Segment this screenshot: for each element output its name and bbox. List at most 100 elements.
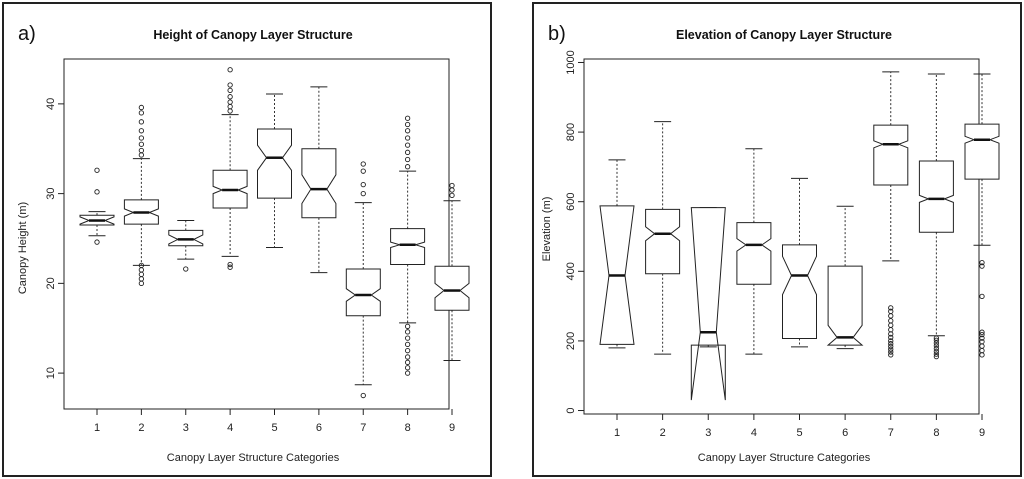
- outlier-point: [933, 343, 940, 349]
- outlier-point: [404, 323, 411, 330]
- outlier-point: [360, 161, 366, 167]
- chart-panel-b: b) Elevation of Canopy Layer Structure C…: [532, 2, 1022, 477]
- box-category-5: [257, 93, 292, 248]
- outlier-point: [404, 135, 411, 141]
- x-tick-label: 6: [842, 427, 848, 439]
- outlier-point: [227, 264, 233, 270]
- box-body: [257, 128, 292, 199]
- box-category-1: [79, 167, 115, 245]
- x-tick-label: 4: [227, 422, 233, 434]
- x-tick-label: 9: [979, 427, 985, 439]
- outlier-point: [138, 147, 145, 154]
- outlier-point: [888, 334, 894, 341]
- x-tick-label: 1: [614, 427, 620, 439]
- outlier-point: [360, 392, 366, 399]
- outlier-point: [933, 345, 940, 352]
- outlier-point: [227, 94, 233, 100]
- x-tick-label: 3: [705, 427, 711, 439]
- outlier-point: [404, 348, 411, 354]
- box-body: [345, 268, 381, 317]
- y-tick-label: 1000: [565, 50, 577, 74]
- x-tick-label: 8: [933, 427, 939, 439]
- x-tick-label: 4: [751, 427, 757, 439]
- panel-label: b): [548, 23, 566, 45]
- y-axis-label: Elevation (m): [541, 197, 553, 262]
- outlier-point: [404, 359, 411, 365]
- outlier-point: [933, 353, 940, 360]
- outlier-point: [138, 110, 145, 116]
- outlier-point: [404, 365, 411, 371]
- y-tick-label: 20: [45, 277, 57, 289]
- outlier-point: [979, 335, 985, 341]
- outlier-point: [888, 318, 894, 324]
- x-axis-label: Canopy Layer Structure Categories: [167, 452, 340, 464]
- outlier-point: [888, 322, 894, 328]
- box-category-8: [390, 115, 426, 376]
- outlier-point: [933, 348, 940, 355]
- outlier-point: [888, 313, 894, 319]
- outlier-point: [888, 349, 894, 355]
- outlier-point: [404, 329, 411, 335]
- outlier-point: [979, 331, 985, 338]
- outlier-point: [138, 276, 145, 282]
- box-body: [645, 208, 681, 275]
- x-tick-label: 2: [138, 422, 144, 434]
- x-tick-label: 5: [271, 422, 277, 434]
- outlier-point: [933, 351, 940, 357]
- outlier-point: [227, 99, 233, 105]
- box-body: [301, 148, 337, 219]
- outlier-point: [138, 267, 145, 273]
- y-tick-label: 800: [565, 123, 577, 141]
- outlier-point: [138, 104, 145, 111]
- plot-frame: [583, 58, 980, 415]
- outlier-point: [404, 370, 411, 376]
- outlier-point: [979, 293, 985, 300]
- outlier-point: [888, 352, 894, 358]
- outlier-point: [94, 189, 100, 195]
- box-body: [736, 222, 772, 285]
- outlier-point: [404, 115, 411, 121]
- panel-label: a): [18, 23, 36, 45]
- chart-panel-a: a) Height of Canopy Layer Structure Cano…: [2, 2, 492, 477]
- outlier-point: [888, 305, 894, 311]
- outlier-point: [404, 128, 411, 134]
- box-body: [873, 124, 909, 186]
- outlier-point: [138, 152, 145, 158]
- y-tick-label: 30: [45, 187, 57, 199]
- outlier-point: [183, 266, 189, 272]
- chart-title: Elevation of Canopy Layer Structure: [676, 28, 892, 42]
- outlier-point: [138, 271, 145, 278]
- box-category-2: [123, 104, 159, 287]
- chart-a-svg: a) Height of Canopy Layer Structure Cano…: [17, 23, 470, 464]
- outlier-point: [227, 108, 233, 114]
- plot-area: 10 20 30 40 1 2 3 4 5 6 7 8 9: [45, 58, 470, 434]
- outlier-point: [360, 181, 366, 188]
- outlier-point: [227, 261, 233, 268]
- x-tick-label: 6: [316, 422, 322, 434]
- box-body: [782, 244, 817, 339]
- chart-b-svg: b) Elevation of Canopy Layer Structure C…: [541, 23, 1000, 464]
- y-tick-label: 40: [45, 98, 57, 110]
- outlier-point: [227, 67, 233, 73]
- outlier-point: [404, 354, 411, 360]
- x-tick-label: 1: [94, 422, 100, 434]
- outlier-point: [227, 82, 233, 88]
- outlier-point: [404, 156, 411, 163]
- box-body: [434, 265, 470, 311]
- outlier-point: [933, 335, 940, 341]
- outlier-point: [138, 135, 145, 141]
- chart-title: Height of Canopy Layer Structure: [153, 28, 352, 42]
- box-category-6: [301, 86, 337, 274]
- y-axis-label: Canopy Height (m): [17, 202, 29, 294]
- x-tick-label: 3: [183, 422, 189, 434]
- box-body: [168, 229, 204, 247]
- x-tick-label: 5: [796, 427, 802, 439]
- outlier-point: [888, 343, 894, 350]
- outlier-point: [888, 346, 894, 352]
- outlier-point: [449, 187, 455, 193]
- box-body: [964, 123, 1000, 180]
- y-tick-label: 600: [565, 193, 577, 211]
- outlier-point: [979, 329, 985, 335]
- outlier-point: [404, 121, 411, 128]
- box-category-7: [873, 71, 909, 358]
